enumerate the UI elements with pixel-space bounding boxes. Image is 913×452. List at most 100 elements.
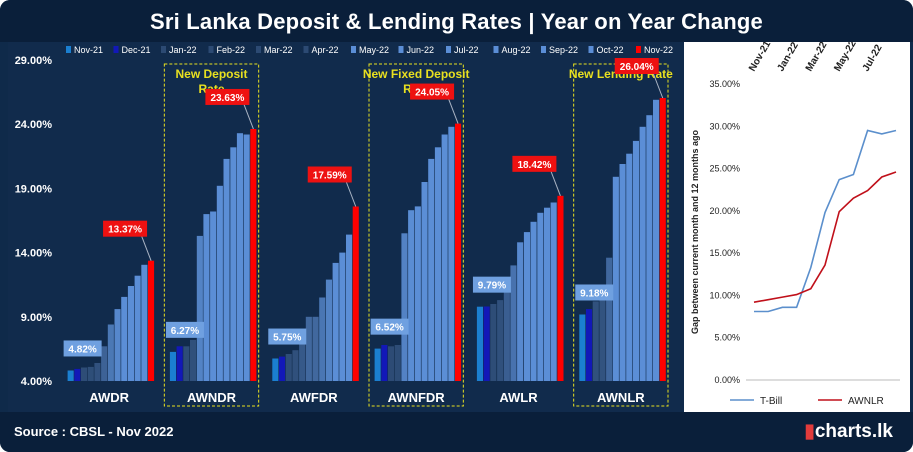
legend-label: Dec-21 [122, 45, 151, 55]
bar [67, 370, 74, 381]
bar [401, 233, 408, 381]
chart-bars-icon: ▮ [804, 421, 815, 442]
annotation-box [368, 63, 464, 407]
x-tick-label: May-22 [832, 42, 859, 74]
bar [606, 257, 613, 381]
legend-swatch [398, 46, 404, 53]
bar [87, 366, 94, 381]
legend-swatch [636, 46, 641, 53]
bar [223, 158, 230, 381]
bar [599, 297, 606, 381]
x-tick-label: Jan-22 [775, 42, 801, 74]
bar [550, 202, 557, 381]
bar [107, 324, 114, 381]
bar-chart-panel: 4.00% 9.00% 14.00% 19.00% 24.00% 29.00% Nov-21… [8, 42, 680, 412]
legend-swatch [161, 46, 166, 53]
bar [272, 358, 279, 381]
y-tick-label: 15.00% [709, 248, 740, 258]
y-axis-title: Gap between current month and 12 months … [690, 129, 700, 334]
bar [183, 346, 190, 381]
bar [352, 206, 359, 381]
leader-line [345, 180, 357, 207]
data-label-box [472, 276, 511, 293]
bar [190, 339, 197, 381]
legend-label: Mar-22 [264, 45, 293, 55]
annotation-box [163, 63, 260, 407]
data-label-last: 26.04% [620, 62, 654, 73]
data-label-first: 9.79% [478, 281, 506, 292]
bar [279, 356, 286, 381]
bar [408, 210, 415, 381]
data-label-box [410, 83, 455, 100]
footer: Source : CBSL - Nov 2022 ▮charts.lk [0, 412, 913, 452]
bar [483, 306, 490, 381]
data-label-first: 4.82% [68, 344, 96, 355]
y-tick-label: 10.00% [709, 290, 740, 300]
y-tick-label: 14.00% [15, 248, 53, 260]
category-label: AWNFDR [388, 390, 446, 405]
bar [196, 235, 203, 381]
leader-line [140, 234, 152, 261]
legend-label: Oct-22 [597, 45, 624, 55]
legend-swatch [303, 46, 309, 53]
bar [169, 351, 176, 381]
bar [285, 354, 292, 381]
data-label-box [165, 321, 204, 338]
category-label: AWNLR [597, 390, 645, 405]
data-label-last: 23.63% [210, 93, 244, 104]
bar [292, 350, 299, 381]
legend-label: Jan-22 [169, 45, 197, 55]
bar [441, 134, 448, 381]
bar [537, 212, 544, 381]
data-label-box [575, 284, 614, 301]
data-label-last: 13.37% [108, 225, 142, 236]
category-label: AWNDR [187, 390, 237, 405]
bar [312, 316, 319, 381]
bar [332, 262, 339, 381]
bar [134, 275, 141, 381]
bar [497, 300, 504, 381]
legend-label: Jul-22 [454, 45, 479, 55]
x-tick-label: Jul-22 [861, 43, 885, 74]
bar [346, 234, 353, 381]
bar [381, 345, 388, 381]
legend-label: AWNLR [848, 396, 884, 407]
line-chart: Gap between current month and 12 months … [690, 38, 900, 407]
bar [176, 346, 183, 381]
bar [305, 316, 312, 381]
bar [653, 99, 660, 382]
data-label-box [268, 328, 307, 345]
bar [579, 314, 586, 381]
data-label-first: 9.18% [580, 288, 608, 299]
y-tick-label: 9.00% [21, 312, 52, 324]
bar [141, 264, 148, 381]
data-label-box [307, 166, 352, 183]
annotation-line: New Fixed Deposit [363, 67, 470, 81]
bar [339, 252, 346, 381]
legend-swatch [208, 46, 214, 53]
legend-label: Feb-22 [217, 45, 246, 55]
data-label-first: 6.27% [171, 326, 199, 337]
data-label-first: 6.52% [375, 323, 403, 334]
legend-label: Nov-22 [644, 45, 673, 55]
legend-swatch [493, 46, 499, 53]
y-tick-label: 19.00% [15, 183, 53, 195]
bar [612, 176, 619, 381]
data-label-first: 5.75% [273, 333, 301, 344]
legend-label: T-Bill [760, 396, 782, 407]
bar [428, 158, 435, 381]
legend-swatch [351, 46, 356, 53]
data-label-last: 24.05% [415, 88, 449, 99]
bar [455, 123, 462, 381]
legend-label: Sep-22 [549, 45, 578, 55]
y-tick-label: 30.00% [709, 121, 740, 131]
bar [230, 147, 237, 381]
data-label-last: 18.42% [517, 160, 551, 171]
series-line [753, 171, 897, 303]
data-label-box [63, 340, 102, 357]
bar [299, 337, 306, 381]
legend-label: Jun-22 [407, 45, 435, 55]
x-tick-label: Mar-22 [804, 42, 830, 74]
y-tick-label: 24.00% [15, 119, 53, 131]
